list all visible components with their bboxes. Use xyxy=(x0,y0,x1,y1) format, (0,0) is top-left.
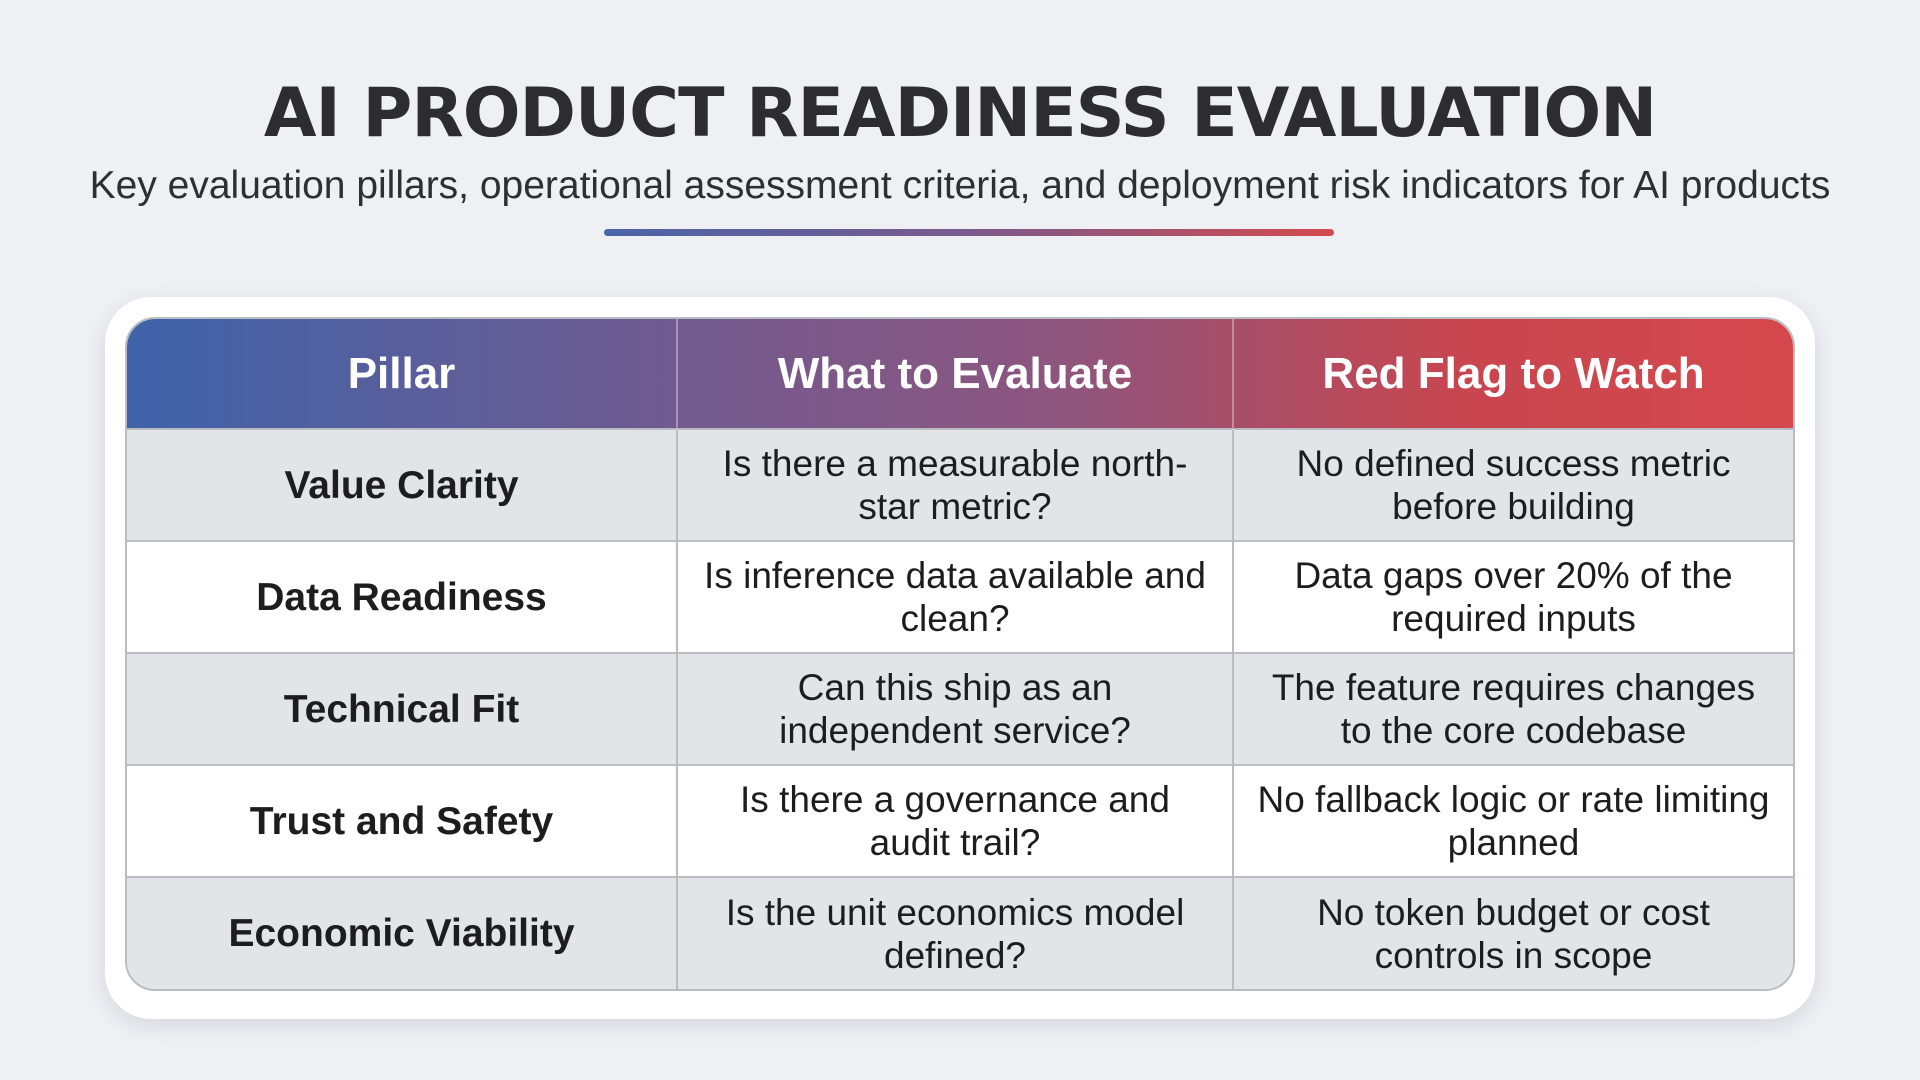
table-header-row: Pillar What to Evaluate Red Flag to Watc… xyxy=(127,319,1793,429)
page-subtitle: Key evaluation pillars, operational asse… xyxy=(89,164,1831,207)
pillar-cell: Technical Fit xyxy=(127,652,678,765)
table-row: Economic Viability Is the unit economics… xyxy=(127,876,1793,989)
pillar-cell: Trust and Safety xyxy=(127,764,678,877)
table-row: Technical Fit Can this ship as an indepe… xyxy=(127,652,1793,765)
pillar-cell: Data Readiness xyxy=(127,540,678,653)
evaluate-cell: Is inference data available and clean? xyxy=(677,540,1234,653)
column-header-red-flag: Red Flag to Watch xyxy=(1322,348,1705,398)
evaluation-table: Pillar What to Evaluate Red Flag to Watc… xyxy=(127,319,1793,989)
evaluate-cell: Can this ship as an independent service? xyxy=(677,652,1234,765)
red-flag-cell: Data gaps over 20% of the required input… xyxy=(1233,540,1793,653)
table-row: Value Clarity Is there a measurable nort… xyxy=(127,428,1793,541)
table-frame: Pillar What to Evaluate Red Flag to Watc… xyxy=(125,317,1795,991)
pillar-cell: Economic Viability xyxy=(127,876,678,989)
red-flag-cell: No fallback logic or rate limiting plann… xyxy=(1233,764,1793,877)
evaluate-cell: Is there a measurable north-star metric? xyxy=(677,428,1234,541)
evaluate-cell: Is there a governance and audit trail? xyxy=(677,764,1234,877)
page-title: AI PRODUCT READINESS EVALUATION xyxy=(263,74,1657,153)
column-header-what-to-evaluate: What to Evaluate xyxy=(677,319,1234,429)
column-header-pillar: Pillar xyxy=(127,319,678,429)
table-row: Data Readiness Is inference data availab… xyxy=(127,540,1793,653)
red-flag-cell: No defined success metric before buildin… xyxy=(1233,428,1793,541)
pillar-cell: Value Clarity xyxy=(127,428,678,541)
table-card: Pillar What to Evaluate Red Flag to Watc… xyxy=(105,297,1815,1019)
title-underline xyxy=(604,229,1334,236)
red-flag-cell: The feature requires changes to the core… xyxy=(1233,652,1793,765)
evaluate-cell: Is the unit economics model defined? xyxy=(677,876,1234,989)
table-row: Trust and Safety Is there a governance a… xyxy=(127,764,1793,877)
red-flag-cell: No token budget or cost controls in scop… xyxy=(1233,876,1793,989)
